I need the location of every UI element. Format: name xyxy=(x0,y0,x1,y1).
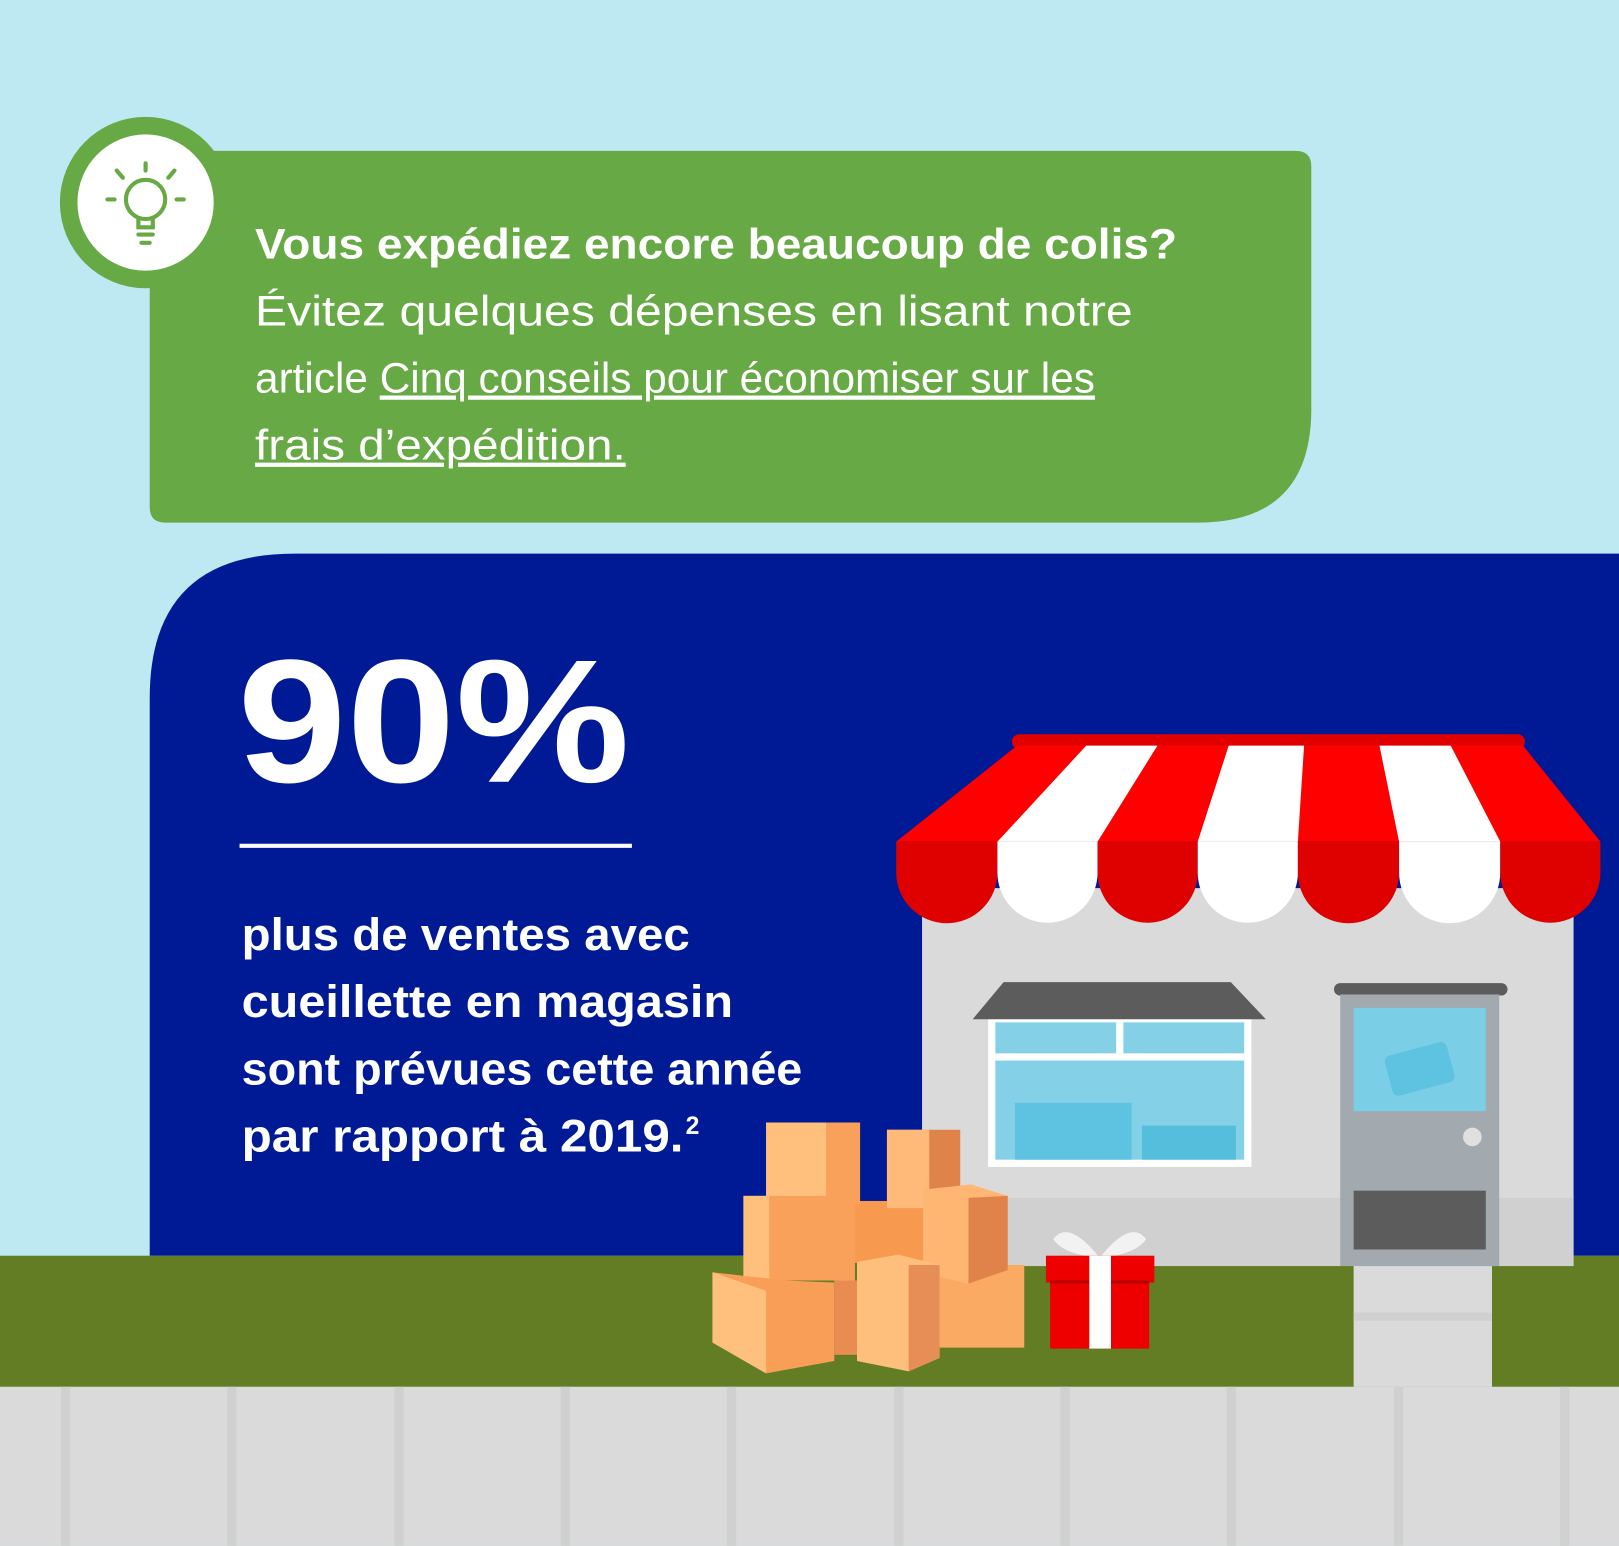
gift-icon xyxy=(1045,1232,1155,1349)
stat-line-3: sont prévues cette année xyxy=(242,1043,803,1094)
stat-value: 90% xyxy=(237,624,629,820)
tip-line-3: article Cinq conseils pour économiser su… xyxy=(255,355,1095,402)
store-steps xyxy=(1353,1266,1492,1387)
store-illustration xyxy=(712,734,1601,1387)
tip-heading: Vous expédiez encore beaucoup de colis? xyxy=(255,220,1177,267)
article-link[interactable]: Cinq conseils pour économiser sur les xyxy=(380,355,1095,402)
store-awning xyxy=(896,734,1601,924)
stat-line-1: plus de ventes avec xyxy=(242,909,690,960)
store-window xyxy=(972,982,1266,1167)
tip-card-background xyxy=(149,150,1312,523)
tip-line-3-prefix: article xyxy=(255,355,380,402)
lightbulb-icon xyxy=(105,161,186,245)
door-knob xyxy=(1463,1127,1482,1147)
cardboard-boxes-icon xyxy=(712,1122,1025,1374)
stat-line-2: cueillette en magasin xyxy=(242,976,733,1027)
sidewalk xyxy=(0,1386,1619,1546)
article-link-continued[interactable]: frais d’expédition. xyxy=(255,422,626,469)
stat-line-4: par rapport à 2019. xyxy=(242,1110,684,1161)
tip-line-2: Évitez quelques dépenses en lisant notre xyxy=(255,287,1133,334)
hanging-sign-icon xyxy=(1384,1041,1455,1096)
stat-divider xyxy=(239,843,632,848)
store-door xyxy=(1334,983,1508,1267)
tip-icon-circle xyxy=(77,134,214,271)
footnote-marker: 2 xyxy=(686,1113,700,1140)
tip-card: Vous expédiez encore beaucoup de colis? … xyxy=(59,116,1312,523)
